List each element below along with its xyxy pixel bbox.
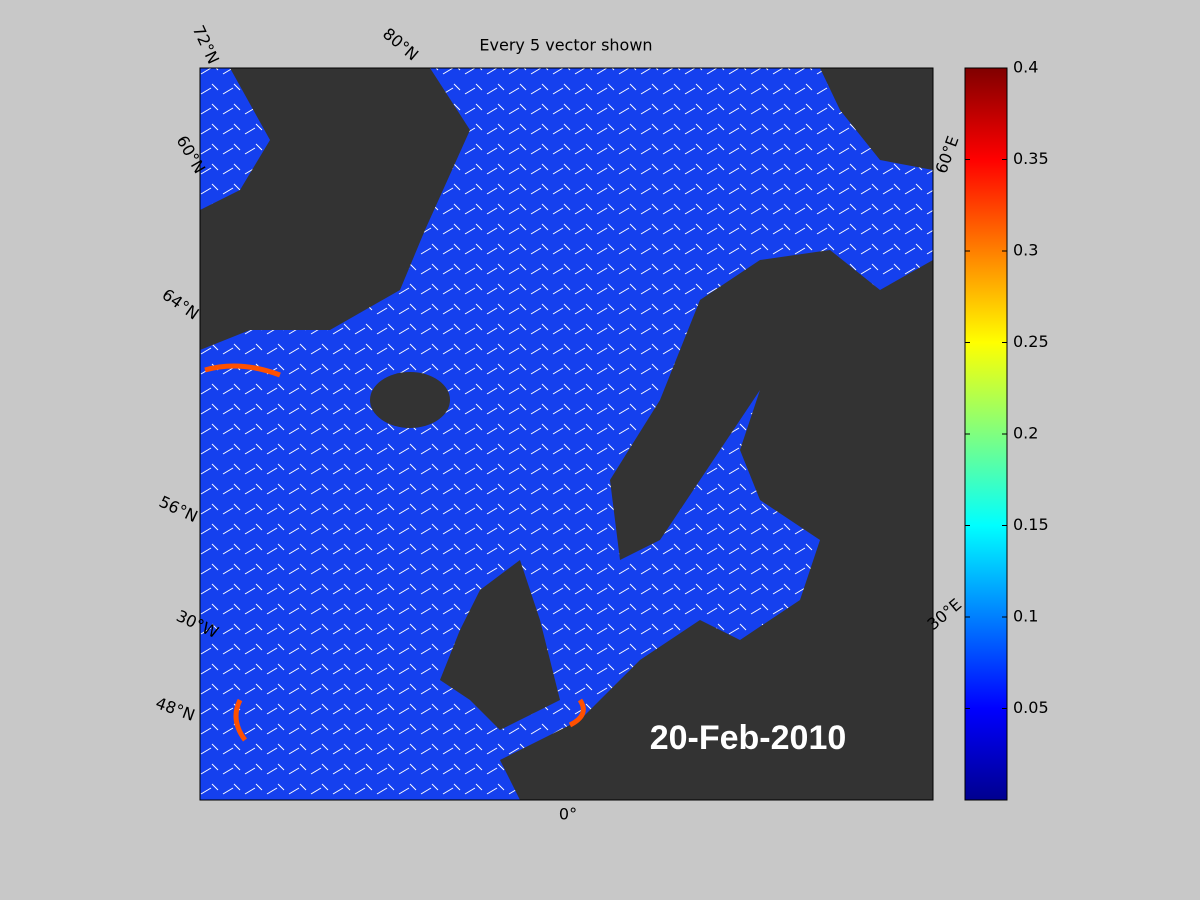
graticule-label: 60°E (932, 133, 963, 176)
graticule-label: 72°N (189, 22, 223, 67)
colorbar (964, 67, 1008, 801)
graticule-label: 64°N (159, 285, 203, 324)
land-iceland (370, 372, 450, 428)
tick-label: 0.4 (1013, 58, 1038, 77)
tick-label: 0.05 (1013, 698, 1049, 717)
tick-label: 0.35 (1013, 149, 1049, 168)
map-frame (199, 67, 934, 801)
graticule-label: 56°N (156, 492, 201, 526)
tick-label: 0.2 (1013, 424, 1038, 443)
graticule-label: 0° (559, 805, 577, 824)
graticule-label: 48°N (153, 693, 197, 725)
land-greenland (200, 68, 470, 350)
fast-current (204, 363, 586, 742)
tick-label: 0.25 (1013, 332, 1049, 351)
graticule-label: 80°N (379, 24, 422, 64)
tick-label: 0.3 (1013, 241, 1038, 260)
land-europe (500, 250, 933, 800)
map-title: Every 5 vector shown (479, 36, 652, 55)
land-north (820, 68, 933, 170)
date-label: 20-Feb-2010 (650, 719, 847, 757)
map (199, 67, 934, 801)
tick-label: 0.15 (1013, 515, 1049, 534)
colorbar-ticks: 0.05 0.1 0.15 0.2 0.25 0.3 0.35 0.4 (965, 58, 1049, 717)
tick-label: 0.1 (1013, 607, 1038, 626)
land-britain (440, 560, 560, 730)
